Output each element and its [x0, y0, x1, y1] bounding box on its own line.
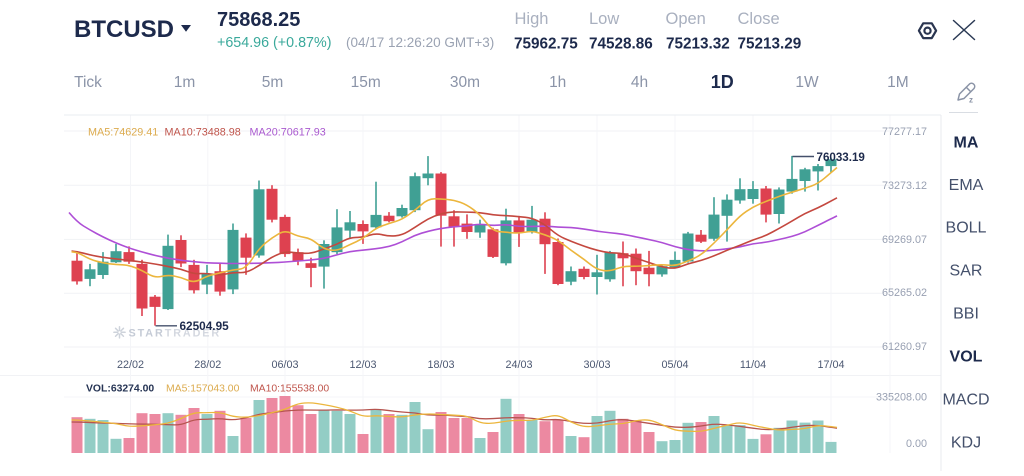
svg-text:75213.29: 75213.29: [738, 36, 802, 53]
svg-text:1D: 1D: [711, 72, 734, 92]
svg-text:Low: Low: [589, 10, 619, 28]
svg-text:EMA: EMA: [949, 177, 984, 194]
svg-text:12/03: 12/03: [349, 359, 376, 371]
svg-text:BBI: BBI: [953, 306, 979, 323]
svg-text:335208.00: 335208.00: [876, 392, 927, 404]
svg-text:STARTRADER: STARTRADER: [129, 328, 222, 340]
svg-text:MA10:155538.00: MA10:155538.00: [250, 384, 329, 395]
svg-text:30m: 30m: [450, 74, 480, 91]
svg-text:Tick: Tick: [74, 74, 102, 91]
svg-text:SAR: SAR: [950, 263, 983, 280]
svg-text:1m: 1m: [174, 74, 196, 91]
svg-text:z: z: [969, 96, 973, 105]
svg-text:Open: Open: [666, 10, 706, 28]
svg-text:5m: 5m: [262, 74, 284, 91]
svg-text:61260.97: 61260.97: [882, 341, 927, 353]
svg-text:MA20:70617.93: MA20:70617.93: [250, 127, 326, 139]
svg-text:18/03: 18/03: [427, 359, 454, 371]
svg-text:(04/17 12:26:20 GMT+3): (04/17 12:26:20 GMT+3): [346, 35, 494, 50]
svg-text:MACD: MACD: [942, 392, 989, 409]
svg-text:MA10:73488.98: MA10:73488.98: [165, 127, 241, 139]
svg-text:17/04: 17/04: [817, 359, 844, 371]
svg-text:75213.32: 75213.32: [666, 36, 730, 53]
svg-text:73273.12: 73273.12: [882, 180, 927, 192]
svg-text:1W: 1W: [795, 74, 819, 91]
svg-text:Close: Close: [738, 10, 780, 28]
svg-text:BTCUSD: BTCUSD: [74, 16, 174, 43]
svg-text:VOL:63274.00: VOL:63274.00: [86, 384, 154, 395]
svg-text:1h: 1h: [549, 74, 566, 91]
svg-text:76033.19: 76033.19: [817, 151, 866, 164]
svg-text:06/03: 06/03: [271, 359, 298, 371]
svg-text:MA5:157043.00: MA5:157043.00: [166, 384, 240, 395]
svg-text:BOLL: BOLL: [946, 220, 987, 237]
svg-text:VOL: VOL: [950, 349, 983, 366]
svg-text:75962.75: 75962.75: [514, 36, 578, 53]
svg-text:1M: 1M: [887, 74, 909, 91]
svg-text:24/03: 24/03: [505, 359, 532, 371]
svg-text:22/02: 22/02: [117, 359, 144, 371]
svg-text:69269.07: 69269.07: [882, 234, 927, 246]
svg-text:77277.17: 77277.17: [882, 126, 927, 138]
svg-text:High: High: [515, 10, 549, 28]
svg-text:11/04: 11/04: [740, 359, 766, 371]
svg-text:15m: 15m: [351, 74, 381, 91]
svg-text:28/02: 28/02: [194, 359, 221, 371]
svg-text:KDJ: KDJ: [951, 435, 981, 452]
svg-text:75868.25: 75868.25: [217, 9, 300, 31]
svg-text:+654.96 (+0.87%): +654.96 (+0.87%): [217, 35, 331, 51]
svg-text:MA: MA: [954, 135, 979, 152]
svg-text:65265.02: 65265.02: [882, 287, 927, 299]
svg-text:MA5:74629.41: MA5:74629.41: [88, 127, 158, 139]
svg-text:62504.95: 62504.95: [180, 319, 230, 333]
svg-text:74528.86: 74528.86: [589, 36, 653, 53]
svg-text:4h: 4h: [631, 74, 648, 91]
svg-text:05/04: 05/04: [661, 359, 688, 371]
svg-text:0.00: 0.00: [906, 438, 927, 450]
svg-text:30/03: 30/03: [583, 359, 610, 371]
